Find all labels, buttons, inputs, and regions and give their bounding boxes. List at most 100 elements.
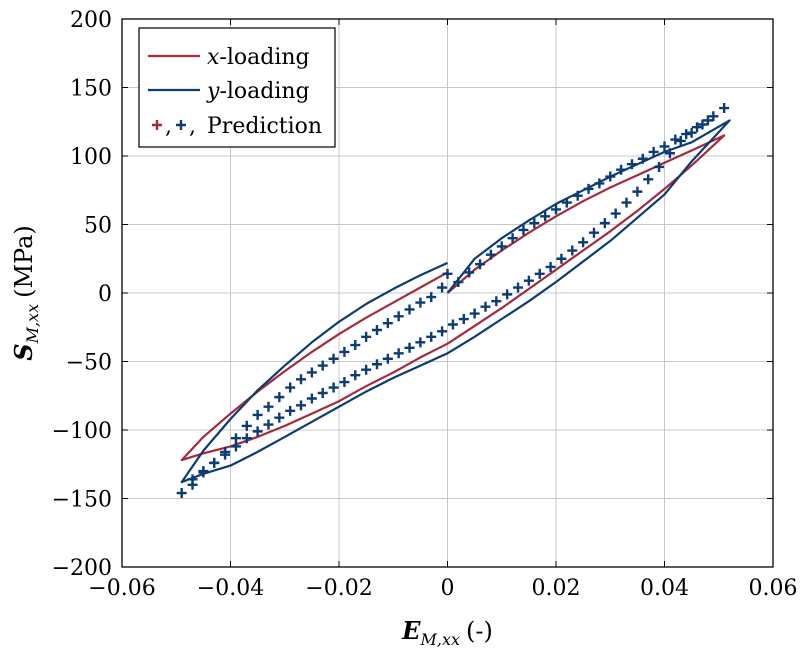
prediction-marker — [361, 331, 372, 342]
prediction-marker — [285, 405, 296, 416]
y-axis-label: SM,xx (MPa) — [9, 225, 42, 361]
prediction-marker — [263, 401, 274, 412]
prediction-marker — [643, 174, 654, 185]
prediction-marker — [469, 308, 480, 319]
prediction-marker — [339, 377, 350, 388]
legend-comma: , — [165, 114, 172, 139]
prediction-marker — [241, 420, 252, 431]
legend-x-var: x — [207, 45, 220, 70]
series-layer — [176, 103, 731, 499]
prediction-marker — [339, 346, 350, 357]
prediction-marker — [534, 268, 545, 279]
prediction-marker — [426, 292, 437, 303]
prediction-marker — [599, 218, 610, 229]
legend-y-rest: -loading — [219, 79, 309, 104]
prediction-marker — [659, 141, 670, 152]
prediction-marker — [458, 314, 469, 325]
prediction-marker — [350, 340, 361, 351]
prediction-marker — [328, 382, 339, 393]
prediction-marker — [393, 311, 404, 322]
prediction-marker — [675, 135, 686, 146]
prediction-marker — [274, 412, 285, 423]
prediction-marker — [296, 374, 307, 385]
prediction-marker — [648, 146, 659, 157]
prediction-marker — [697, 119, 708, 130]
prediction-marker — [317, 388, 328, 399]
prediction-marker — [285, 382, 296, 393]
prediction-marker — [496, 241, 507, 252]
legend-entry-x-loading: x-loading — [207, 45, 310, 70]
legend-y-var: y — [206, 79, 220, 104]
prediction-marker — [382, 318, 393, 329]
y-axis-label-unit: (MPa) — [10, 225, 38, 298]
x-tick-label: 0.06 — [749, 576, 798, 601]
y-tick-label: 100 — [70, 145, 112, 170]
prediction-marker — [442, 268, 453, 279]
prediction-marker — [252, 426, 263, 437]
prediction-marker — [404, 342, 415, 353]
prediction-marker — [198, 467, 209, 478]
prediction-marker — [475, 259, 486, 270]
prediction-marker — [437, 282, 448, 293]
x-axis-label-sub: M,xx — [419, 630, 460, 649]
legend-entry-y-loading: y-loading — [206, 79, 310, 104]
prediction-marker — [371, 359, 382, 370]
prediction-marker — [518, 224, 529, 235]
prediction-marker — [491, 296, 502, 307]
y-axis-label-main: S — [9, 343, 38, 360]
prediction-marker — [306, 367, 317, 378]
y-tick-label: 50 — [84, 214, 112, 239]
prediction-marker — [263, 419, 274, 430]
y-tick-label: 200 — [70, 8, 112, 33]
prediction-marker — [681, 129, 692, 140]
x-tick-label: 0.02 — [532, 576, 581, 601]
legend: x-loading y-loading ,, Prediction — [138, 27, 336, 148]
prediction-marker — [637, 153, 648, 164]
prediction-marker — [513, 282, 524, 293]
prediction-marker — [404, 304, 415, 315]
prediction-marker — [616, 164, 627, 175]
x-tick-label: 0 — [441, 576, 455, 601]
y-tick-label: 150 — [70, 77, 112, 102]
legend-swatch-prediction: ,, — [152, 114, 196, 139]
prediction-marker — [692, 122, 703, 133]
x-tick-label: −0.04 — [197, 576, 264, 601]
prediction-marker — [567, 245, 578, 256]
prediction-marker — [654, 161, 665, 172]
x-axis-label-main: E — [401, 616, 421, 645]
prediction-marker — [561, 197, 572, 208]
prediction-marker — [426, 331, 437, 342]
tick-labels: −0.06 −0.04 −0.02 0 0.02 0.04 0.06 −200 −150 −100… — [52, 8, 798, 601]
prediction-marker — [415, 297, 426, 308]
prediction-marker — [306, 393, 317, 404]
prediction-marker — [545, 261, 556, 272]
x-tick-label: −0.02 — [305, 576, 372, 601]
legend-marker — [152, 120, 162, 130]
prediction-marker — [626, 159, 637, 170]
y-tick-label: −100 — [52, 419, 112, 444]
prediction-marker — [632, 186, 643, 197]
prediction-marker — [583, 183, 594, 194]
prediction-marker — [464, 267, 475, 278]
prediction-marker — [415, 337, 426, 348]
grid — [121, 18, 774, 568]
prediction-marker — [209, 457, 220, 468]
prediction-marker — [540, 211, 551, 222]
prediction-marker — [578, 237, 589, 248]
ticks — [121, 18, 774, 568]
y-axis-label-sub: M,xx — [23, 304, 42, 345]
prediction-marker — [686, 127, 697, 138]
prediction-marker — [328, 353, 339, 364]
prediction-marker — [230, 433, 241, 444]
prediction-marker — [572, 190, 583, 201]
x-tick-label: −0.06 — [88, 576, 155, 601]
prediction-marker — [220, 446, 231, 457]
prediction-marker — [437, 326, 448, 337]
prediction-marker — [551, 204, 561, 215]
prediction-marker — [605, 171, 616, 182]
prediction-marker — [480, 301, 491, 312]
prediction-marker — [350, 370, 361, 381]
legend-box — [138, 27, 336, 148]
series-line-x-loading — [180, 134, 726, 462]
